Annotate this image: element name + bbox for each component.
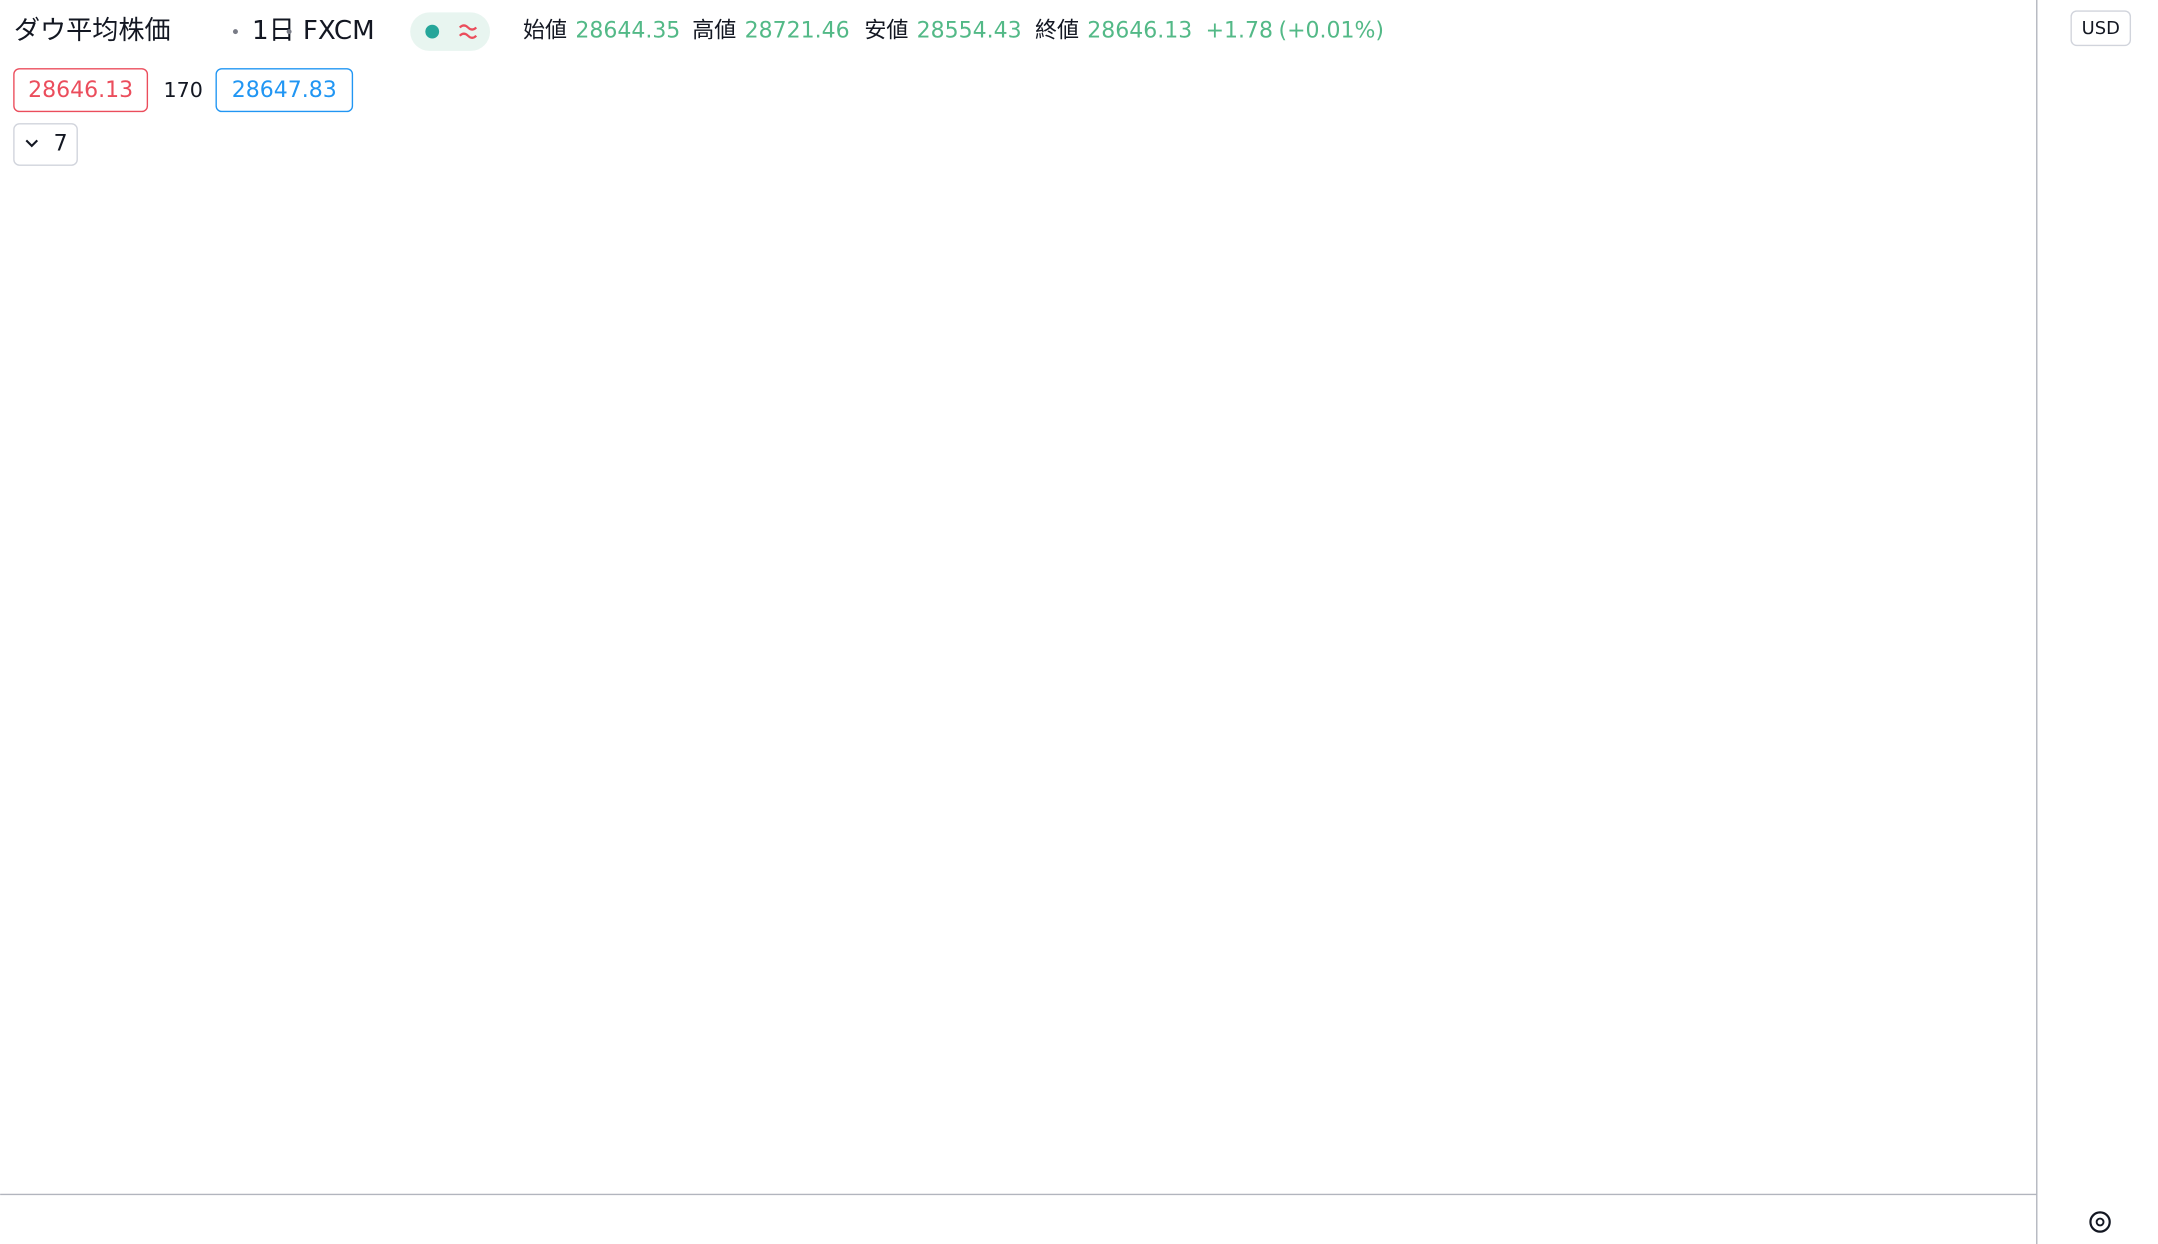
header: ダウ平均株価 1日 FXCM 始値 28644.35 高値 28721.46 安… [13, 12, 1385, 166]
sell-button[interactable] [13, 68, 149, 113]
source: FXCM [303, 16, 375, 46]
currency-button[interactable] [2070, 10, 2132, 47]
ohlc-value: 28554.43 [917, 19, 1022, 44]
ohlc-value: 28646.13 [1087, 19, 1192, 44]
ohlc-label: 高値 [692, 19, 736, 44]
ohlc-label: 終値 [1035, 19, 1079, 44]
indicators-toggle[interactable] [13, 123, 78, 166]
ohlc-label: 安値 [864, 19, 908, 44]
ohlc-value: 28721.46 [745, 19, 850, 44]
data-status-icon [458, 24, 478, 39]
gear [2089, 1211, 2111, 1233]
spread-bg [155, 77, 211, 105]
separator [232, 29, 238, 35]
symbol: ダウ平均株価 [14, 16, 171, 46]
change-pct: (+0.01%) [1279, 19, 1385, 44]
change: +1.78 [1206, 19, 1273, 44]
market-status [425, 24, 440, 39]
ohlc-value: 28644.35 [575, 19, 680, 44]
gear-center [2095, 1217, 2105, 1227]
bid: 28646.13 [28, 78, 133, 103]
spread: 170 [163, 78, 202, 102]
ohlc-label: 始値 [523, 19, 567, 44]
currency: USD [2082, 18, 2120, 39]
status-pill[interactable] [410, 12, 491, 51]
axis-top: USD [2070, 10, 2132, 1233]
ask: 28647.83 [232, 78, 337, 103]
chevron [25, 139, 39, 148]
settings-button[interactable] [2089, 1211, 2111, 1233]
separator [286, 29, 292, 35]
indicator-count: 7 [54, 131, 68, 156]
buy-button[interactable] [215, 68, 354, 113]
